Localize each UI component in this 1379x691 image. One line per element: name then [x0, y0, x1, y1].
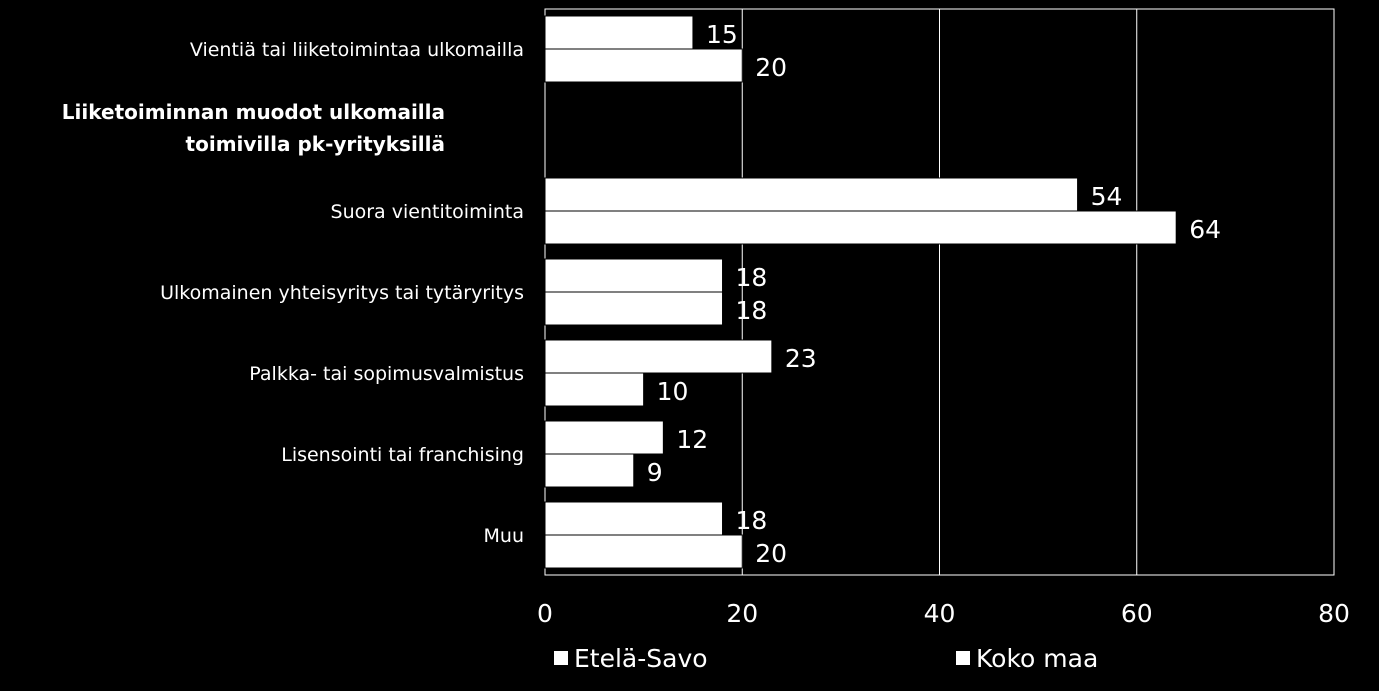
bar-koko-maa [544, 372, 645, 407]
data-label: 54 [1091, 182, 1123, 211]
section-title-line1: Liiketoiminnan muodot ulkomailla [62, 100, 445, 124]
data-label: 23 [785, 344, 817, 373]
data-label: 20 [755, 539, 787, 568]
bar-koko-maa [544, 291, 724, 326]
bar-etela-savo [544, 501, 724, 536]
data-label: 9 [647, 458, 663, 487]
data-label: 64 [1189, 215, 1221, 244]
bar-etela-savo [544, 258, 724, 293]
category-label: Palkka- tai sopimusvalmistus [249, 363, 524, 385]
legend-item-etela-savo: Etelä-Savo [554, 640, 708, 676]
bar-etela-savo [544, 420, 664, 455]
x-tick-label: 40 [924, 599, 956, 628]
data-label: 18 [736, 296, 768, 325]
data-label: 10 [657, 377, 689, 406]
data-label: 18 [736, 263, 768, 292]
bar-koko-maa [544, 48, 743, 83]
bar-koko-maa [544, 534, 743, 569]
category-label: Vientiä tai liiketoimintaa ulkomailla [190, 39, 524, 61]
bar-koko-maa [544, 453, 635, 488]
x-tick-label: 0 [537, 599, 553, 628]
bar-etela-savo [544, 15, 694, 50]
category-label: Lisensointi tai franchising [281, 444, 524, 466]
category-label: Suora vientitoiminta [331, 201, 524, 223]
bar-koko-maa [544, 210, 1177, 245]
x-tick-label: 20 [726, 599, 758, 628]
legend-swatch-koko-maa [956, 651, 970, 665]
section-title-line2: toimivilla pk-yrityksillä [186, 132, 445, 156]
data-label: 15 [706, 20, 738, 49]
x-tick-label: 60 [1121, 599, 1153, 628]
plot-area: 0 20 40 60 80 Vientiä tai liiketoimintaa ulko… [160, 8, 1350, 628]
legend-item-koko-maa: Koko maa [956, 640, 1098, 676]
legend-swatch-etela-savo [554, 651, 568, 665]
bar-etela-savo [544, 339, 773, 374]
data-label: 12 [676, 425, 708, 454]
category-label: Ulkomainen yhteisyritys tai tytäryritys [160, 282, 524, 304]
x-tick-label: 80 [1318, 599, 1350, 628]
category-label: Muu [484, 525, 524, 547]
bar-etela-savo [544, 177, 1079, 212]
data-label: 20 [755, 53, 787, 82]
legend-label-koko-maa: Koko maa [976, 643, 1099, 673]
legend-label-etela-savo: Etelä-Savo [574, 643, 708, 673]
data-label: 18 [736, 506, 768, 535]
